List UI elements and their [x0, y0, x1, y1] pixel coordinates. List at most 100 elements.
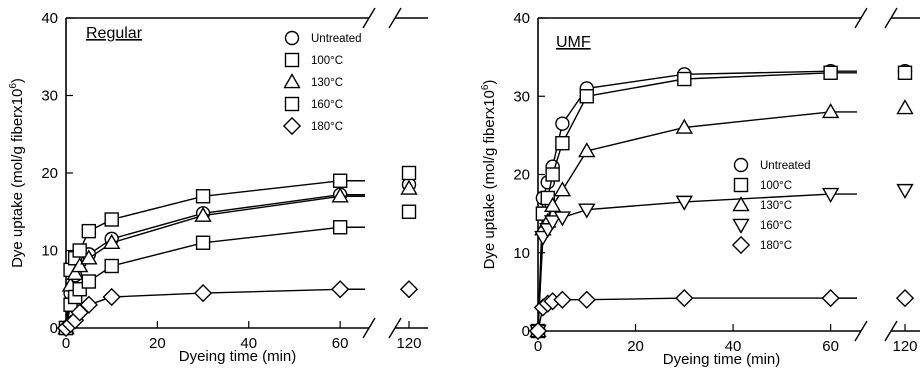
data-point: [823, 65, 838, 80]
data-point: [675, 118, 693, 134]
data-point: [195, 235, 211, 250]
axis-break-mark: [884, 7, 898, 29]
data-point: [104, 212, 119, 227]
series-untreated: [58, 177, 417, 336]
data-point: [103, 233, 121, 249]
legend-label: Untreated: [760, 160, 811, 172]
data-point: [332, 220, 348, 235]
panel-title: UMF: [556, 34, 591, 51]
y-tick-label: 10: [41, 243, 58, 260]
legend-marker: [283, 73, 301, 89]
series-line: [537, 193, 831, 332]
chart-panel-regular: 0 10 20 30 40 0 20 40 60 120 Regular Untreated 100°C…: [8, 7, 428, 365]
axis-break-mark: [854, 7, 868, 29]
data-point: [555, 135, 570, 151]
data-point-break: [895, 289, 915, 308]
y-tick-label: 0: [50, 320, 58, 337]
x-tick-label: 60: [332, 335, 349, 352]
axis-break-mark: [388, 7, 402, 29]
data-point: [72, 243, 87, 258]
data-point-break: [401, 204, 417, 219]
y-axis-title-close: ): [9, 78, 26, 83]
data-point: [71, 257, 89, 273]
panel-title: Regular: [86, 25, 143, 42]
data-point: [66, 264, 84, 280]
data-point: [578, 203, 596, 219]
y-tick-label: 30: [41, 88, 58, 105]
data-point: [577, 290, 596, 309]
data-point: [102, 287, 121, 307]
y-axis-title-close: ): [481, 80, 498, 85]
axis-break-mark: [362, 7, 376, 29]
data-point-break: [399, 280, 419, 299]
legend-label: 160°C: [760, 220, 792, 232]
x-tick-label: 20: [149, 335, 166, 352]
x-tick-label-break: 120: [892, 338, 917, 355]
data-point: [675, 289, 694, 308]
data-point: [677, 71, 692, 87]
legend-marker: [284, 30, 300, 46]
y-tick-label: 40: [513, 10, 530, 27]
data-point: [331, 280, 350, 299]
x-tick-label: 0: [62, 335, 70, 352]
data-point: [578, 142, 596, 158]
legend-label: 130°C: [311, 77, 343, 89]
x-tick-label-break: 120: [396, 335, 421, 352]
axis-break-mark: [854, 320, 868, 342]
y-tick-label: 0: [522, 323, 530, 340]
legend-marker: [732, 218, 750, 234]
y-tick-label: 10: [513, 245, 530, 262]
axis-break-mark: [388, 317, 402, 339]
y-axis-title-base: Dye uptake (mol/g fiberx10: [9, 89, 26, 268]
legend-marker: [733, 157, 749, 173]
y-axis-title: Dye uptake (mol/g fiberx106): [8, 78, 26, 268]
x-axis-title: Dyeing time (min): [179, 348, 297, 365]
x-tick-label: 40: [725, 338, 742, 355]
series-180c: [528, 289, 915, 341]
legend-marker: [282, 116, 302, 136]
legend-label: 180°C: [311, 121, 343, 133]
legend: Untreated 100°C 130°C 160°C 180°C: [282, 30, 362, 136]
y-axis-title-exponent: 6: [8, 83, 19, 89]
data-point-break: [896, 99, 914, 115]
data-point-break: [896, 183, 914, 200]
data-point: [553, 211, 572, 227]
legend: Untreated 100°C 130°C 160°C 180°C: [731, 157, 811, 255]
x-tick-label: 0: [534, 338, 542, 355]
series-160c: [529, 183, 914, 340]
data-point: [821, 289, 840, 308]
x-tick-label: 20: [627, 338, 644, 355]
data-point-break: [400, 179, 418, 195]
data-point: [543, 215, 562, 231]
y-tick-label: 30: [513, 88, 530, 105]
y-axis-title-base: Dye uptake (mol/g fiberx10: [481, 90, 498, 269]
data-point: [675, 195, 693, 211]
data-point: [193, 284, 213, 303]
data-point: [553, 181, 572, 197]
data-point: [821, 103, 840, 119]
data-point: [332, 173, 348, 188]
x-axis-title: Dyeing time (min): [663, 351, 781, 368]
axis-break-mark: [884, 320, 898, 342]
data-point: [331, 187, 349, 203]
legend-marker: [284, 52, 300, 68]
legend-label: Untreated: [311, 33, 362, 45]
data-point: [543, 196, 562, 213]
legend-marker: [733, 177, 749, 193]
data-point: [553, 290, 572, 309]
data-point: [81, 274, 97, 289]
series-130c: [57, 179, 418, 335]
legend-label: 100°C: [760, 180, 792, 192]
data-point: [104, 258, 119, 274]
series-180c: [56, 280, 419, 338]
data-point: [81, 223, 97, 239]
y-tick-label: 40: [41, 10, 58, 27]
y-tick-label: 20: [513, 167, 530, 184]
legend-label: 180°C: [760, 240, 792, 252]
legend-label: 100°C: [311, 55, 343, 67]
x-tick-label: 60: [822, 338, 839, 355]
axis-break-mark: [362, 317, 376, 339]
data-point: [194, 206, 212, 222]
legend-marker: [284, 96, 300, 112]
series-100c: [530, 65, 913, 339]
